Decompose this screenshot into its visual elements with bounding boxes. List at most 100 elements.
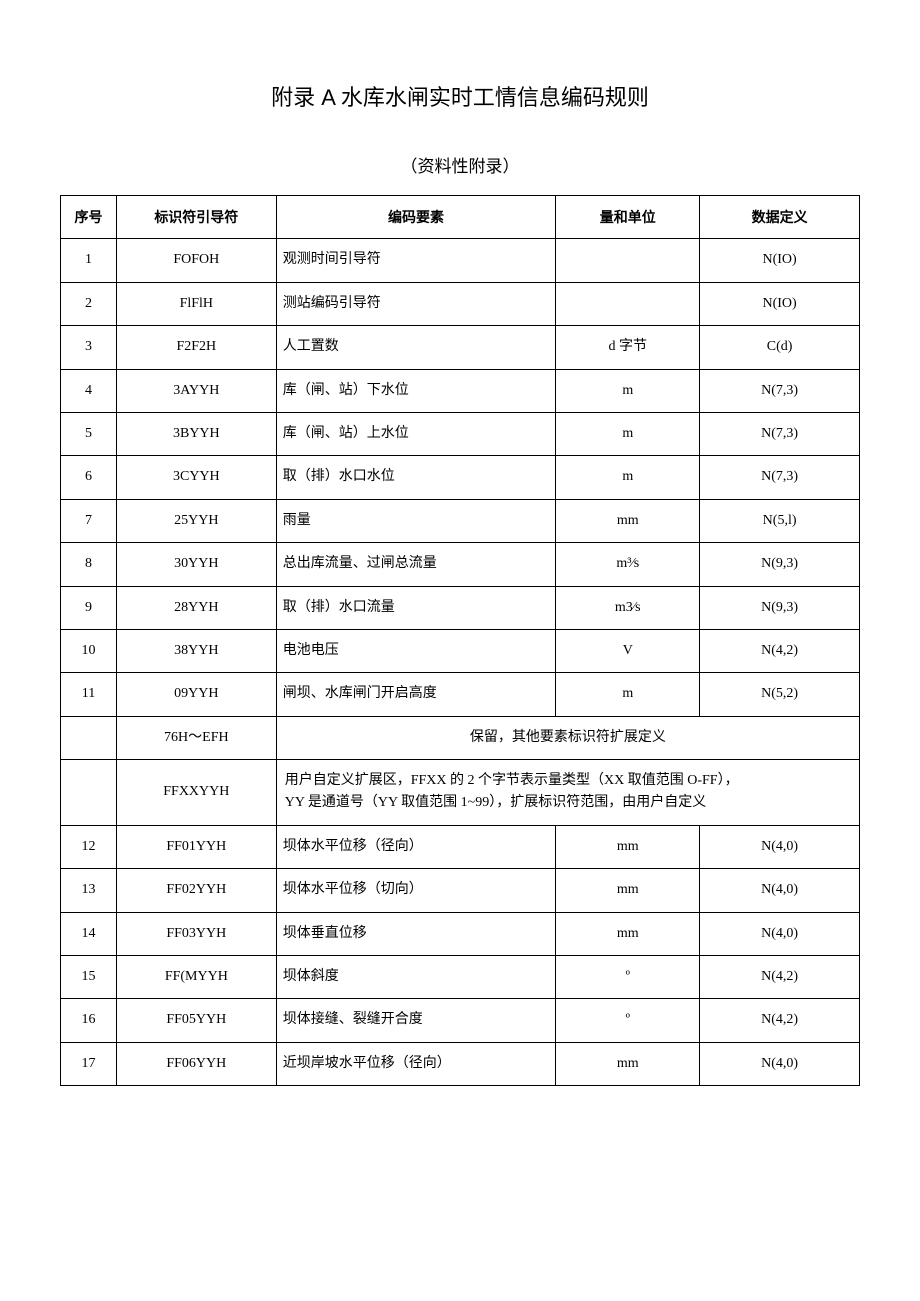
table-row: 13FF02YYH坝体水平位移（切向）mmN(4,0) xyxy=(61,869,860,912)
cell-seq: 2 xyxy=(61,282,117,325)
cell-unit: mm xyxy=(556,1042,700,1085)
cell-id: FF01YYH xyxy=(116,825,276,868)
table-row: 16FF05YYH坝体接缝、裂缝开合度ºN(4,2) xyxy=(61,999,860,1042)
cell-id: FF06YYH xyxy=(116,1042,276,1085)
table-merged-row: FFXXYYH用户自定义扩展区，FFXX 的 2 个字节表示量类型（XX 取值范… xyxy=(61,760,860,826)
table-row: 17FF06YYH近坝岸坡水平位移（径向）mmN(4,0) xyxy=(61,1042,860,1085)
table-row: 1FOFOH观测时间引导符 N(IO) xyxy=(61,239,860,282)
cell-elem: 闸坝、水库闸门开启高度 xyxy=(276,673,556,716)
cell-def: N(7,3) xyxy=(700,456,860,499)
cell-id: FF02YYH xyxy=(116,869,276,912)
cell-elem: 人工置数 xyxy=(276,326,556,369)
cell-elem: 坝体接缝、裂缝开合度 xyxy=(276,999,556,1042)
cell-id: 76H～EFH xyxy=(116,716,276,759)
cell-id: FF(MYYH xyxy=(116,956,276,999)
cell-seq: 15 xyxy=(61,956,117,999)
cell-def: N(7,3) xyxy=(700,369,860,412)
cell-id: 25YYH xyxy=(116,499,276,542)
cell-unit: m xyxy=(556,456,700,499)
table-row: 1038YYH电池电压VN(4,2) xyxy=(61,629,860,672)
cell-unit: º xyxy=(556,956,700,999)
cell-id: FlFlH xyxy=(116,282,276,325)
cell-elem: 取（排）水口流量 xyxy=(276,586,556,629)
cell-unit: m xyxy=(556,673,700,716)
cell-seq: 10 xyxy=(61,629,117,672)
cell-id: FOFOH xyxy=(116,239,276,282)
cell-elem: 雨量 xyxy=(276,499,556,542)
cell-seq: 8 xyxy=(61,543,117,586)
cell-elem: 总出库流量、过闸总流量 xyxy=(276,543,556,586)
cell-def: N(IO) xyxy=(700,239,860,282)
cell-seq xyxy=(61,760,117,826)
cell-id: 3BYYH xyxy=(116,412,276,455)
cell-id: FF03YYH xyxy=(116,912,276,955)
cell-elem: 电池电压 xyxy=(276,629,556,672)
cell-elem: 坝体水平位移（径向） xyxy=(276,825,556,868)
cell-def: N(4,2) xyxy=(700,956,860,999)
table-row: 725YYH雨量mmN(5,l) xyxy=(61,499,860,542)
cell-def: N(4,2) xyxy=(700,999,860,1042)
table-row: 15FF(MYYH坝体斜度ºN(4,2) xyxy=(61,956,860,999)
cell-seq: 11 xyxy=(61,673,117,716)
table-row: 830YYH总出库流量、过闸总流量m³⁄sN(9,3) xyxy=(61,543,860,586)
cell-seq: 16 xyxy=(61,999,117,1042)
cell-elem: 近坝岸坡水平位移（径向） xyxy=(276,1042,556,1085)
header-elem: 编码要素 xyxy=(276,196,556,239)
header-def: 数据定义 xyxy=(700,196,860,239)
cell-def: N(4,2) xyxy=(700,629,860,672)
cell-elem: 取（排）水口水位 xyxy=(276,456,556,499)
cell-unit: d 字节 xyxy=(556,326,700,369)
cell-seq: 1 xyxy=(61,239,117,282)
cell-merged-text: 用户自定义扩展区，FFXX 的 2 个字节表示量类型（XX 取值范围 O-FF）… xyxy=(276,760,859,826)
cell-def: N(4,0) xyxy=(700,1042,860,1085)
page-subtitle: （资料性附录） xyxy=(60,152,860,177)
table-header-row: 序号 标识符引导符 编码要素 量和单位 数据定义 xyxy=(61,196,860,239)
cell-unit: m xyxy=(556,412,700,455)
table-body: 1FOFOH观测时间引导符N(IO)2FlFlH测站编码引导符N(IO)3F2F… xyxy=(61,239,860,1086)
table-merged-row: 76H～EFH保留，其他要素标识符扩展定义 xyxy=(61,716,860,759)
cell-seq: 14 xyxy=(61,912,117,955)
cell-seq: 9 xyxy=(61,586,117,629)
cell-seq: 5 xyxy=(61,412,117,455)
cell-elem: 测站编码引导符 xyxy=(276,282,556,325)
cell-def: N(4,0) xyxy=(700,825,860,868)
cell-unit xyxy=(556,239,700,282)
cell-unit: mm xyxy=(556,499,700,542)
cell-unit: m³⁄s xyxy=(556,543,700,586)
cell-unit: mm xyxy=(556,869,700,912)
cell-def: C(d) xyxy=(700,326,860,369)
cell-elem: 坝体水平位移（切向） xyxy=(276,869,556,912)
cell-def: N(9,3) xyxy=(700,586,860,629)
cell-id: 3AYYH xyxy=(116,369,276,412)
header-id: 标识符引导符 xyxy=(116,196,276,239)
cell-unit xyxy=(556,282,700,325)
table-row: 928YYH取（排）水口流量m3⁄sN(9,3) xyxy=(61,586,860,629)
cell-unit: V xyxy=(556,629,700,672)
header-unit: 量和单位 xyxy=(556,196,700,239)
cell-unit: º xyxy=(556,999,700,1042)
cell-unit: m xyxy=(556,369,700,412)
cell-def: N(IO) xyxy=(700,282,860,325)
cell-unit: m3⁄s xyxy=(556,586,700,629)
cell-seq: 17 xyxy=(61,1042,117,1085)
table-row: 43AYYH库（闸、站）下水位mN(7,3) xyxy=(61,369,860,412)
cell-seq: 3 xyxy=(61,326,117,369)
table-row: 53BYYH库（闸、站）上水位mN(7,3) xyxy=(61,412,860,455)
table-row: 14FF03YYH坝体垂直位移mmN(4,0) xyxy=(61,912,860,955)
cell-def: N(5,l) xyxy=(700,499,860,542)
cell-id: 38YYH xyxy=(116,629,276,672)
encoding-rules-table: 序号 标识符引导符 编码要素 量和单位 数据定义 1FOFOH观测时间引导符 N(… xyxy=(60,195,860,1086)
cell-elem: 库（闸、站）下水位 xyxy=(276,369,556,412)
cell-id: 09YYH xyxy=(116,673,276,716)
cell-seq: 12 xyxy=(61,825,117,868)
table-row: 2FlFlH测站编码引导符 N(IO) xyxy=(61,282,860,325)
cell-elem: 观测时间引导符 xyxy=(276,239,556,282)
cell-def: N(4,0) xyxy=(700,869,860,912)
cell-seq: 7 xyxy=(61,499,117,542)
cell-unit: mm xyxy=(556,825,700,868)
cell-def: N(9,3) xyxy=(700,543,860,586)
cell-merged-text: 保留，其他要素标识符扩展定义 xyxy=(276,716,859,759)
cell-id: 3CYYH xyxy=(116,456,276,499)
cell-id: FF05YYH xyxy=(116,999,276,1042)
cell-seq: 6 xyxy=(61,456,117,499)
